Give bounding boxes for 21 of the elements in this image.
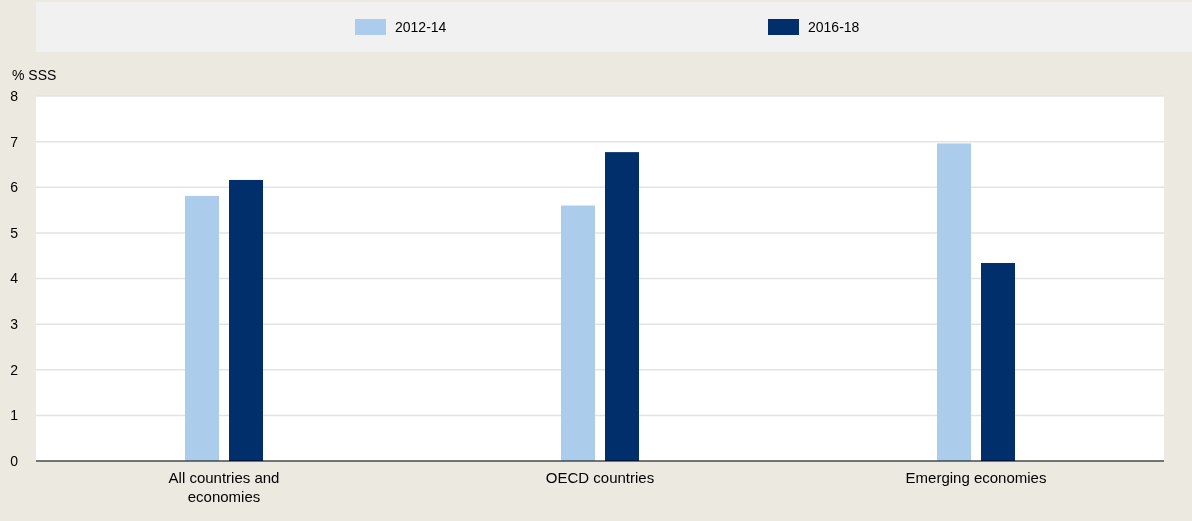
y-tick-label: 6 <box>10 179 19 196</box>
y-tick-label: 1 <box>10 407 19 424</box>
y-tick-label: 5 <box>10 224 19 241</box>
y-tick-label: 8 <box>10 87 19 104</box>
bar <box>937 143 971 461</box>
bar <box>561 205 595 461</box>
legend-label: 2012-14 <box>395 18 447 35</box>
y-tick-label: 4 <box>10 270 19 287</box>
bar <box>185 195 219 461</box>
x-tick-label: Emerging economies <box>905 469 1047 486</box>
legend-label: 2016-18 <box>808 18 860 35</box>
x-tick-label: All countries and economies <box>168 469 280 505</box>
y-tick-label: 3 <box>10 316 19 333</box>
y-axis-title: % SSS <box>12 67 57 83</box>
y-tick-label: 7 <box>10 133 19 150</box>
bar <box>605 152 639 461</box>
bar <box>981 262 1015 461</box>
y-tick-label: 2 <box>10 361 19 378</box>
x-tick-label: OECD countries <box>545 469 655 486</box>
y-tick-label: 0 <box>10 452 19 469</box>
bar <box>229 179 263 461</box>
